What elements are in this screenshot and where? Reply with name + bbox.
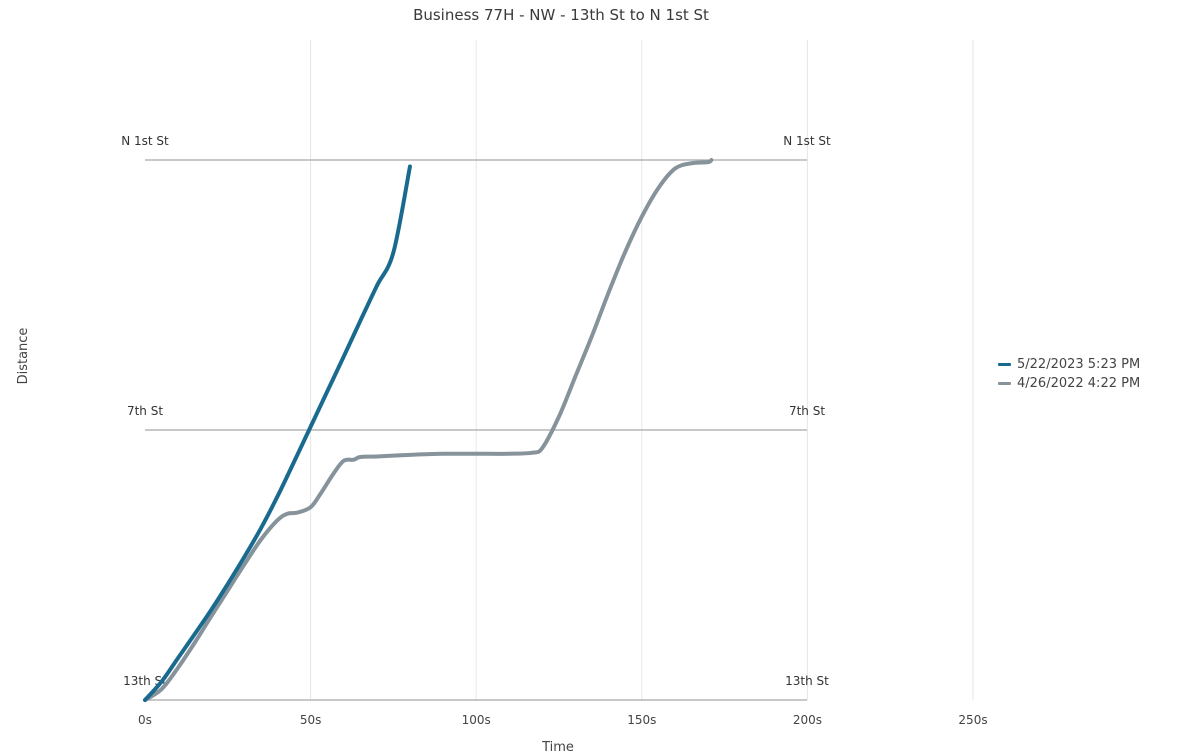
x-tick-label: 0s — [138, 713, 152, 727]
legend: 5/22/2023 5:23 PM 4/26/2022 4:22 PM — [998, 355, 1140, 393]
x-tick-label: 250s — [958, 713, 987, 727]
reference-label-right: 7th St — [789, 404, 825, 418]
legend-swatch — [998, 363, 1011, 366]
legend-label: 4/26/2022 4:22 PM — [1017, 376, 1141, 391]
series-lines — [143, 158, 714, 702]
series-line-0[interactable] — [143, 164, 412, 702]
legend-label: 5/22/2023 5:23 PM — [1017, 357, 1141, 372]
legend-item-1[interactable]: 4/26/2022 4:22 PM — [998, 374, 1140, 393]
reference-label-left: N 1st St — [121, 134, 169, 148]
x-tick-label: 100s — [462, 713, 491, 727]
chart-title: Business 77H - NW - 13th St to N 1st St — [413, 6, 709, 24]
reference-lines: 13th St 13th St 7th St 7th St N 1st St N 1st … — [121, 134, 831, 701]
reference-label-right: N 1st St — [783, 134, 831, 148]
reference-label-left: 7th St — [127, 404, 163, 418]
x-tick-label: 50s — [300, 713, 322, 727]
grid — [310, 40, 974, 700]
x-axis-ticks: 0s 50s 100s 150s 200s 250s — [138, 713, 988, 727]
reference-label-right: 13th St — [785, 674, 829, 688]
x-tick-label: 200s — [793, 713, 822, 727]
y-axis-title: Distance — [16, 328, 31, 385]
series-line-1[interactable] — [143, 158, 714, 702]
x-axis-title: Time — [541, 740, 574, 755]
legend-item-0[interactable]: 5/22/2023 5:23 PM — [998, 355, 1140, 374]
reference-label-left: 13th St — [123, 674, 167, 688]
legend-swatch — [998, 382, 1011, 385]
x-tick-label: 150s — [627, 713, 656, 727]
